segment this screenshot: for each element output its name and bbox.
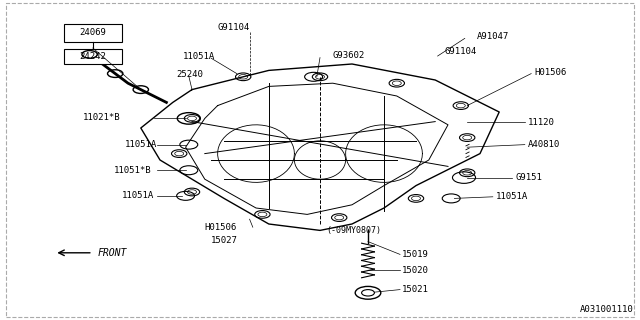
- Text: A031001110: A031001110: [580, 305, 634, 314]
- Text: A40810: A40810: [528, 140, 560, 149]
- Text: 11051*B: 11051*B: [114, 166, 152, 175]
- Text: 25240: 25240: [176, 70, 203, 79]
- Bar: [64, 24, 122, 42]
- Text: G93602: G93602: [333, 51, 365, 60]
- Text: 15020: 15020: [402, 266, 429, 275]
- Text: 11051A: 11051A: [182, 52, 214, 60]
- Text: 15019: 15019: [402, 250, 429, 259]
- Text: 24242: 24242: [79, 52, 106, 61]
- Text: 11120: 11120: [528, 118, 555, 127]
- Text: FRONT: FRONT: [97, 248, 127, 258]
- Text: 15021: 15021: [402, 285, 429, 294]
- Bar: [64, 49, 122, 64]
- Text: G91104: G91104: [445, 47, 477, 56]
- Text: (-09MY0807): (-09MY0807): [326, 226, 381, 235]
- Circle shape: [362, 290, 374, 296]
- Text: 11051A: 11051A: [122, 191, 154, 200]
- Text: 15027: 15027: [211, 236, 238, 245]
- Text: 11021*B: 11021*B: [83, 113, 121, 122]
- Text: 11051A: 11051A: [496, 192, 528, 201]
- Text: 24069: 24069: [79, 28, 106, 37]
- Text: 11051A: 11051A: [125, 140, 157, 149]
- Text: G9151: G9151: [515, 173, 542, 182]
- Text: H01506: H01506: [205, 223, 237, 232]
- Text: H01506: H01506: [534, 68, 566, 77]
- Text: G91104: G91104: [218, 23, 250, 32]
- Text: A91047: A91047: [477, 32, 509, 41]
